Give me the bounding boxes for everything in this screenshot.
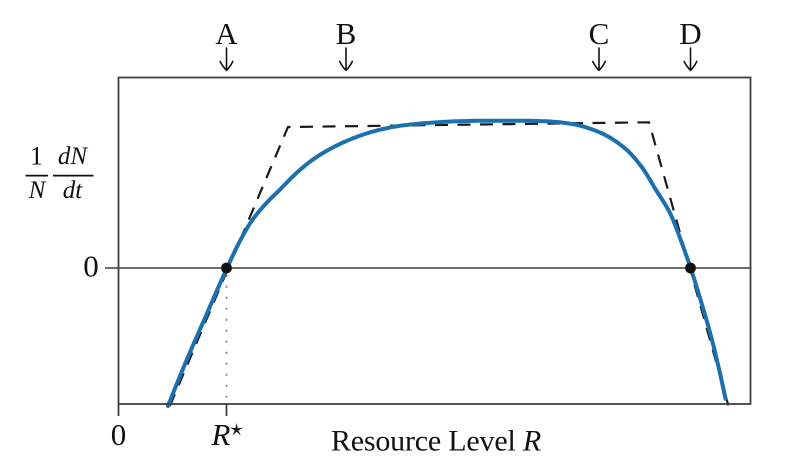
svg-text:A: A bbox=[215, 16, 238, 51]
svg-text:D: D bbox=[679, 16, 701, 51]
svg-text:dN: dN bbox=[58, 143, 89, 170]
svg-text:N: N bbox=[28, 177, 47, 204]
svg-text:B: B bbox=[336, 16, 357, 51]
svg-text:C: C bbox=[589, 16, 610, 51]
svg-text:0: 0 bbox=[83, 249, 99, 284]
svg-text:0: 0 bbox=[111, 417, 127, 452]
svg-text:1: 1 bbox=[30, 142, 43, 171]
svg-text:dt: dt bbox=[63, 177, 84, 204]
svg-text:R: R bbox=[211, 417, 231, 452]
svg-text:Resource Level R: Resource Level R bbox=[331, 425, 541, 458]
